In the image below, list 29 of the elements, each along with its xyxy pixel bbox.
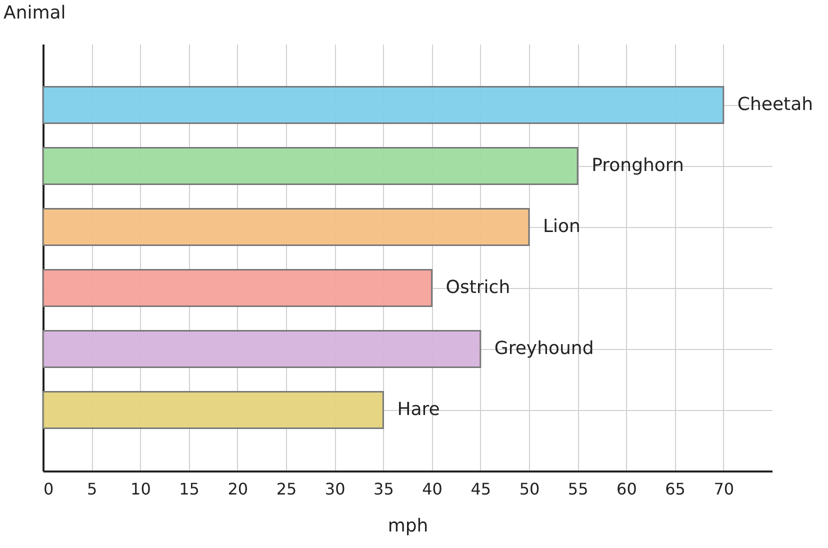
y-tick-label: Ostrich [446,277,510,298]
x-tick-label: 45 [470,480,492,498]
bar [42,208,530,246]
x-tick-label: 65 [665,480,686,498]
bar [42,268,433,308]
x-tick-label: 10 [130,480,151,498]
y-tick-label: Greyhound [494,338,594,359]
y-tick-label: Lion [543,216,580,237]
y-tick-label: Pronghorn [592,155,684,176]
x-tick-label: 55 [568,480,588,498]
y-axis-title: Animal [4,2,66,24]
bar [42,390,384,430]
x-tick-label: 5 [87,480,98,498]
x-tick-label: 25 [276,480,297,498]
x-tick-label: 30 [324,480,346,498]
x-tick-label: 40 [422,480,442,498]
bar [42,86,724,124]
y-tick-label: Hare [397,399,440,420]
bar [42,146,578,186]
x-tick-label: 15 [179,480,200,498]
x-tick-label: 35 [374,480,394,498]
x-tick-label: 20 [228,480,248,498]
x-tick-label: 60 [616,480,637,498]
x-tick-label: 70 [714,480,734,498]
y-tick-label: Cheetah [737,94,814,115]
x-tick-label: 0 [44,480,54,498]
bar [42,330,482,368]
x-axis-title: mph [388,516,428,536]
x-tick-label: 50 [519,480,540,498]
